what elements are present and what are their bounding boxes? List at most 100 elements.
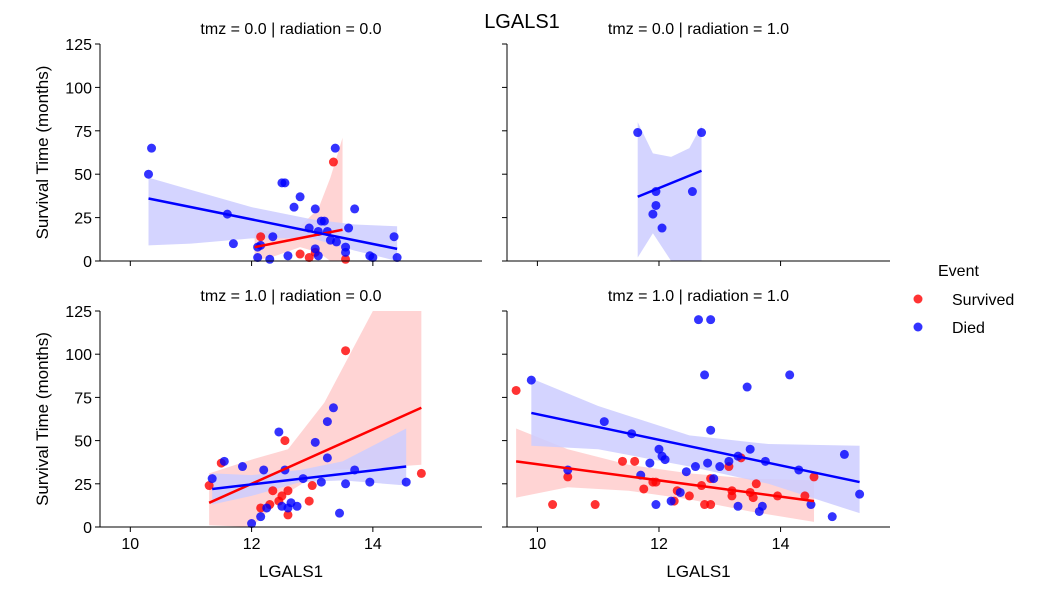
data-point-survived <box>295 249 305 259</box>
data-point-died <box>310 437 320 447</box>
data-point-survived <box>277 491 287 501</box>
data-point-died <box>742 382 752 392</box>
data-point-died <box>207 474 217 484</box>
panel-title: tmz = 1.0 | radiation = 1.0 <box>608 288 789 305</box>
figure-title: LGALS1 <box>484 11 560 33</box>
data-point-died <box>328 403 338 413</box>
data-point-died <box>706 425 716 435</box>
legend-label-survived: Survived <box>952 292 1014 309</box>
data-point-died <box>785 370 795 380</box>
x-tick-label: 10 <box>121 536 139 553</box>
legend-marker-survived <box>913 294 923 304</box>
data-point-died <box>681 467 691 477</box>
x-tick-label: 10 <box>528 536 546 553</box>
data-point-died <box>331 237 341 247</box>
data-point-died <box>147 143 157 153</box>
data-point-died <box>310 204 320 214</box>
data-point-died <box>675 487 685 497</box>
legend-title: Event <box>938 263 979 280</box>
y-tick-label: 0 <box>83 520 92 537</box>
regression-line-survived <box>254 228 343 249</box>
data-point-survived <box>590 500 600 510</box>
data-point-survived <box>341 254 351 264</box>
data-point-died <box>715 462 725 472</box>
data-point-died <box>648 209 658 219</box>
data-point-died <box>633 128 643 138</box>
data-point-died <box>745 444 755 454</box>
data-point-died <box>365 477 375 487</box>
y-tick-label: 100 <box>65 347 92 364</box>
data-point-survived <box>204 481 214 491</box>
y-tick-label: 125 <box>65 304 92 321</box>
data-point-died <box>322 417 332 427</box>
data-point-died <box>237 462 247 472</box>
data-point-died <box>389 232 399 242</box>
y-tick-label: 50 <box>74 434 92 451</box>
y-tick-label: 25 <box>74 211 92 228</box>
y-tick-label: 75 <box>74 124 92 141</box>
data-point-survived <box>283 510 293 520</box>
data-point-died <box>839 449 849 459</box>
data-point-died <box>341 479 351 489</box>
data-point-died <box>322 453 332 463</box>
data-point-died <box>253 253 263 263</box>
data-point-died <box>724 456 734 466</box>
y-tick-label: 125 <box>65 37 92 54</box>
data-point-survived <box>511 385 521 395</box>
data-point-survived <box>307 481 317 491</box>
data-point-survived <box>706 500 716 510</box>
data-point-survived <box>630 456 640 466</box>
data-point-died <box>690 462 700 472</box>
data-point-survived <box>256 232 266 242</box>
data-point-died <box>262 503 272 513</box>
data-point-died <box>344 223 354 233</box>
regression-line-survived <box>208 406 422 504</box>
data-point-died <box>330 143 340 153</box>
confidence-band-died <box>212 428 407 505</box>
facet-panel-0: tmz = 0.0 | radiation = 0.0 0 25 50 75 100 125… <box>33 21 482 271</box>
data-point-died <box>687 187 697 197</box>
data-point-survived <box>548 500 558 510</box>
facet-panel-1: tmz = 0.0 | radiation = 1.0 <box>502 21 890 266</box>
panel-title: tmz = 1.0 | radiation = 0.0 <box>200 288 381 305</box>
x-tick-label: 14 <box>772 536 790 553</box>
data-point-survived <box>268 486 278 496</box>
panel-title: tmz = 0.0 | radiation = 0.0 <box>200 21 381 38</box>
data-point-survived <box>328 157 338 167</box>
data-point-died <box>645 458 655 468</box>
data-point-died <box>219 456 229 466</box>
data-point-died <box>654 444 664 454</box>
confidence-band-survived <box>516 428 815 522</box>
data-point-died <box>228 239 238 249</box>
data-point-died <box>703 458 713 468</box>
regression-line-survived <box>515 460 815 503</box>
data-point-died <box>657 223 667 233</box>
data-point-died <box>733 501 743 511</box>
regression-line-died <box>531 411 860 484</box>
data-point-died <box>313 251 323 261</box>
y-tick-label: 100 <box>65 80 92 97</box>
data-point-died <box>335 508 345 518</box>
data-point-died <box>401 477 411 487</box>
legend-label-died: Died <box>952 320 985 337</box>
data-point-died <box>392 253 402 263</box>
panel-title: tmz = 0.0 | radiation = 1.0 <box>608 21 789 38</box>
data-point-died <box>280 178 290 188</box>
data-point-died <box>368 253 378 263</box>
data-point-died <box>289 202 299 212</box>
data-point-died <box>310 244 320 254</box>
y-tick-label: 75 <box>74 390 92 407</box>
data-point-died <box>144 169 154 179</box>
data-point-survived <box>748 493 758 503</box>
data-point-died <box>806 500 816 510</box>
data-point-survived <box>800 491 810 501</box>
x-axis-label: LGALS1 <box>259 562 323 581</box>
data-point-died <box>526 375 536 385</box>
x-tick-label: 14 <box>364 536 382 553</box>
data-point-survived <box>684 491 694 501</box>
data-point-died <box>316 477 326 487</box>
data-point-died <box>855 489 865 499</box>
data-point-died <box>709 474 719 484</box>
facet-panels: tmz = 0.0 | radiation = 0.0 0 25 50 75 100 125… <box>33 21 890 581</box>
